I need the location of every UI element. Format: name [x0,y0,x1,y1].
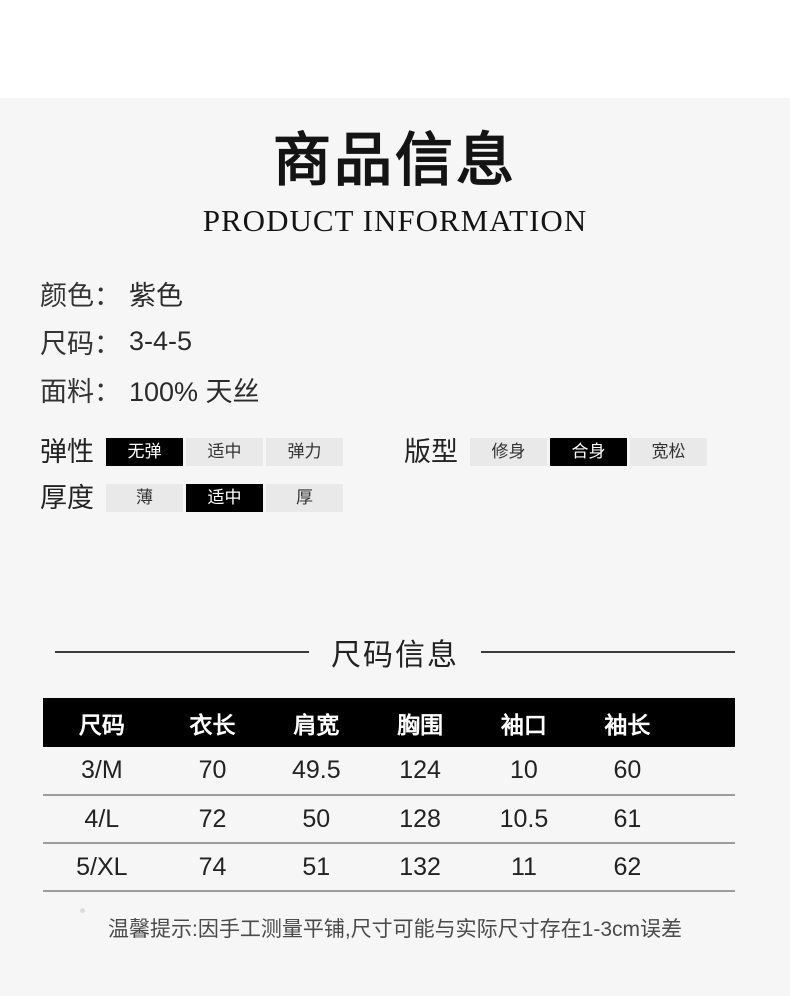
table-header-sleeve: 袖长 [604,711,651,738]
elasticity-chip-medium: 适中 [186,438,263,466]
table-cell: 50 [302,804,331,833]
table-header-length: 衣长 [189,711,236,738]
product-info-panel: 商品信息 PRODUCT INFORMATION 颜色： 紫色 尺码： 3-4-… [0,98,790,996]
top-white-band [0,0,790,98]
attr-label-fabric: 面料： [40,376,121,407]
option-row-fit: 版型 修身 合身 宽松 [404,438,710,466]
size-section-title: 尺码信息 [331,639,459,672]
table-header-cuff: 袖口 [500,711,547,738]
table-cell: 124 [399,756,441,784]
option-row-elasticity: 弹性 无弹 适中 弹力 [40,438,346,466]
divider-line-right [481,651,735,653]
thickness-chip-thick: 厚 [266,484,343,512]
option-row-thickness: 厚度 薄 适中 厚 [40,484,346,512]
attr-label-color: 颜色： [40,280,121,311]
table-header-row: 尺码 衣长 肩宽 胸围 袖口 袖长 [43,698,735,747]
fit-chip-loose: 宽松 [630,438,707,466]
table-cell: 51 [302,852,331,881]
attr-row-size: 尺码： 3-4-5 [40,317,790,365]
fit-chip-regular: 合身 [550,438,627,466]
option-label-thickness: 厚度 [40,483,94,513]
table-row: 3/M 70 49.5 124 10 60 [43,747,735,795]
table-cell: 132 [399,852,441,881]
page-title: 商品信息 [272,128,517,193]
table-cell: 11 [510,852,537,881]
elasticity-chip-none: 无弹 [106,438,183,466]
table-cell: 5/XL [76,852,128,881]
table-row: 5/XL 74 51 132 11 62 [43,843,735,891]
elasticity-chip-stretch: 弹力 [266,438,343,466]
attr-row-color: 颜色： 紫色 [40,269,790,317]
table-header-bust: 胸围 [397,711,444,738]
table-header-shoulder: 肩宽 [293,711,340,738]
table-cell: 70 [198,756,227,784]
bullet-dot [80,908,85,913]
table-cell: 4/L [84,804,120,833]
table-cell: 72 [198,804,227,833]
attribute-list: 颜色： 紫色 尺码： 3-4-5 面料： 100% 天丝 [40,269,790,413]
table-row: 4/L 72 50 128 10.5 61 [43,795,735,843]
size-info-divider: 尺码信息 [0,636,790,672]
table-cell: 74 [198,852,227,881]
table-cell: 49.5 [291,756,341,784]
size-table: 尺码 衣长 肩宽 胸围 袖口 袖长 3/M 70 49.5 124 10 60 [43,698,735,892]
fit-chip-slim: 修身 [470,438,547,466]
divider-line-left [55,651,309,653]
attr-row-fabric: 面料： 100% 天丝 [40,365,790,413]
page-subtitle: PRODUCT INFORMATION [202,203,588,238]
table-cell: 10.5 [499,804,549,833]
table-cell: 10 [510,756,538,784]
attr-value-color: 紫色 [129,280,183,311]
option-rows: 弹性 无弹 适中 弹力 版型 修身 合身 宽松 厚度 薄 适中 厚 [0,438,790,540]
table-header-size: 尺码 [78,711,125,738]
table-cell: 128 [399,804,441,833]
table-cell: 61 [613,804,642,833]
attr-label-size: 尺码： [40,328,121,359]
table-cell: 62 [613,852,642,881]
table-cell: 3/M [80,756,123,784]
thickness-chip-medium: 适中 [186,484,263,512]
thickness-chip-thin: 薄 [106,484,183,512]
measurement-tip: 温馨提示:因手工测量平铺,尺寸可能与实际尺寸存在1-3cm误差 [107,918,682,941]
option-label-fit: 版型 [404,437,458,467]
table-cell: 60 [613,756,642,784]
attr-value-fabric: 100% 天丝 [129,376,260,407]
option-label-elasticity: 弹性 [40,437,94,467]
attr-value-size: 3-4-5 [129,325,193,356]
